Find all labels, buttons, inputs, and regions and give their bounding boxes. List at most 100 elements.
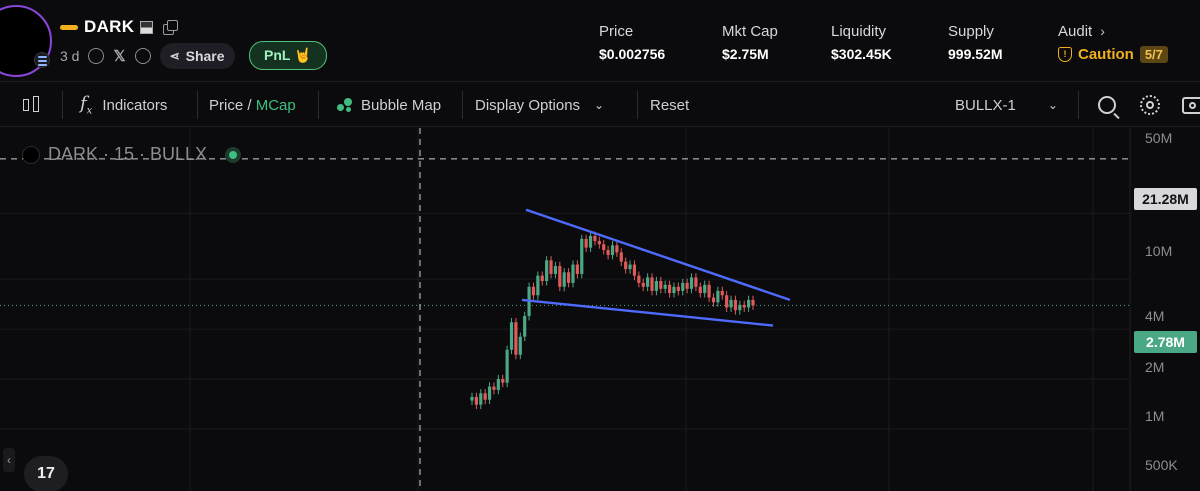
candle-body	[725, 295, 729, 308]
token-meta-row: 3 d 𝕏 ⋖ Share	[60, 43, 235, 69]
upper-trendline	[525, 208, 791, 302]
price-toggle-label: Price	[209, 96, 244, 114]
stat-mcap-label: Mkt Cap	[722, 23, 778, 40]
candle-body	[729, 299, 733, 308]
y-axis-label: 50M	[1145, 130, 1173, 146]
indicators-button[interactable]: fx Indicators	[80, 83, 167, 127]
candle-body	[474, 396, 478, 405]
bubble-map-icon	[337, 98, 353, 112]
candle-body	[681, 282, 685, 291]
candle-type-button[interactable]	[22, 83, 42, 127]
token-age: 3 d	[60, 48, 80, 64]
token-avatar[interactable]	[0, 5, 52, 77]
reset-label: Reset	[650, 96, 690, 114]
candle-body	[615, 245, 619, 253]
flag-icon	[140, 20, 154, 34]
candle-body	[505, 349, 509, 383]
toolbar-divider	[637, 91, 638, 119]
toolbar-divider	[62, 91, 63, 119]
pnl-button[interactable]: PnL 🤘	[249, 41, 327, 70]
gear-icon	[1140, 95, 1160, 115]
candle-body	[584, 238, 588, 248]
share-button[interactable]: ⋖ Share	[159, 43, 235, 69]
stat-mcap-value: $2.75M	[722, 46, 769, 62]
chart-canvas[interactable]	[0, 96, 1200, 491]
toolbar-divider	[1078, 91, 1079, 119]
candle-body	[540, 275, 544, 282]
scroll-left-button[interactable]: ‹	[3, 448, 15, 472]
last-price-tag: 2.78M	[1134, 331, 1197, 353]
candle-body	[479, 393, 483, 405]
candle-body	[549, 260, 553, 274]
candle-body	[536, 275, 540, 296]
candle-body	[676, 286, 680, 291]
candle-body	[496, 379, 500, 390]
candle-body	[619, 252, 623, 262]
stat-liquidity-value: $302.45K	[831, 46, 892, 62]
candle-body	[628, 264, 632, 270]
stat-price-value: $0.002756	[599, 46, 666, 62]
exchange-dropdown[interactable]: BULLX-1 ⌄	[955, 83, 1058, 127]
y-axis-label: 10M	[1145, 243, 1173, 259]
stat-mcap: Mkt Cap $2.75M	[722, 23, 778, 62]
tradingview-logo-icon[interactable]: 17	[24, 456, 68, 491]
price-chart[interactable]: DARK · 15 · BULLX 50M 10M 4M 2M 1M 500K …	[0, 96, 1200, 491]
reset-button[interactable]: Reset	[650, 83, 689, 127]
candle-body	[742, 304, 746, 308]
y-axis-label: 2M	[1145, 359, 1165, 375]
stat-liquidity: Liquidity $302.45K	[831, 23, 892, 62]
candle-body	[659, 281, 663, 289]
candle-body	[672, 286, 676, 294]
candle-body	[545, 260, 549, 282]
stat-price-label: Price	[599, 23, 634, 40]
y-axis-label: 1M	[1145, 408, 1165, 424]
candle-body	[716, 290, 720, 303]
candle-body	[646, 277, 650, 287]
settings-button[interactable]	[1140, 83, 1160, 127]
audit-label: Audit	[1058, 23, 1093, 40]
stat-supply-value: 999.52M	[948, 46, 1003, 62]
function-icon: fx	[80, 93, 93, 117]
crosshair-price-tag: 21.28M	[1134, 188, 1197, 210]
audit-status: Caution	[1078, 46, 1134, 63]
token-name: DARK	[84, 17, 135, 36]
y-axis-label: 500K	[1145, 457, 1178, 473]
pump-icon[interactable]	[88, 48, 105, 64]
stat-audit[interactable]: Audit › ! Caution 5/7	[1058, 23, 1168, 63]
token-title-row: DARK	[60, 17, 179, 37]
token-mini-logo-icon	[22, 145, 40, 164]
lower-trendline	[521, 298, 774, 327]
candle-body	[501, 379, 505, 383]
candle-body	[597, 240, 601, 245]
candle-body	[667, 284, 672, 294]
exchange-label: BULLX-1	[955, 96, 1016, 114]
candle-body	[694, 277, 698, 287]
candle-body	[733, 299, 738, 311]
token-header: DARK 3 d 𝕏 ⋖ Share PnL 🤘 Price $0.002756…	[0, 0, 1200, 82]
copy-icon[interactable]	[163, 20, 179, 35]
candle-body	[637, 275, 641, 283]
display-options-dropdown[interactable]: Display Options ⌄	[475, 83, 604, 127]
candle-body	[650, 277, 654, 291]
candle-body	[509, 322, 514, 350]
y-axis-label: 4M	[1145, 308, 1165, 324]
bubble-map-label: Bubble Map	[361, 96, 442, 114]
candle-body	[610, 245, 615, 255]
screenshot-button[interactable]	[1182, 83, 1200, 127]
candle-body	[654, 281, 659, 291]
price-mcap-toggle[interactable]: Price / MCap	[209, 83, 296, 127]
chain-badge-icon	[34, 52, 50, 68]
bubble-map-button[interactable]: Bubble Map	[337, 83, 441, 127]
chevron-right-icon: ›	[1100, 23, 1105, 39]
x-social-icon[interactable]: 𝕏	[113, 48, 126, 65]
candle-body	[531, 286, 536, 296]
globe-icon[interactable]	[134, 48, 151, 64]
stat-liquidity-label: Liquidity	[831, 23, 887, 40]
chevron-down-icon: ⌄	[1047, 98, 1058, 112]
search-zoom-button[interactable]	[1098, 83, 1116, 127]
candle-body	[689, 277, 694, 289]
toggle-slash: /	[247, 96, 252, 114]
candle-body	[483, 393, 487, 400]
candle-body	[751, 299, 755, 306]
candle-body	[566, 272, 571, 283]
